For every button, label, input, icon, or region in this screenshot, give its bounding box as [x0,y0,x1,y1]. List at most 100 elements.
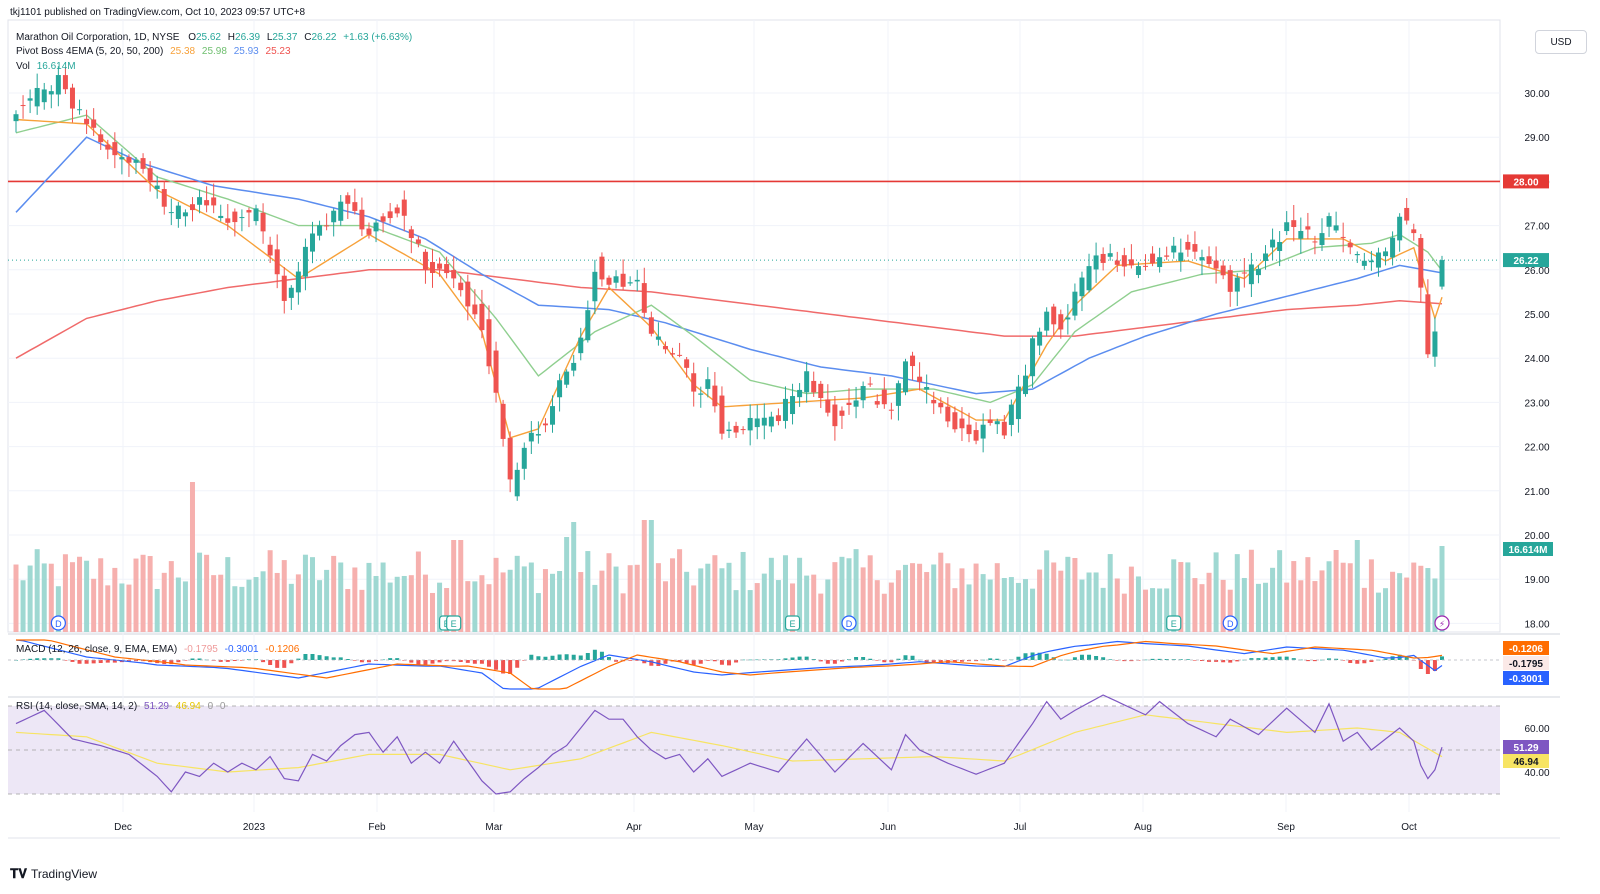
candle [507,431,513,493]
volume-bar [874,580,880,632]
macd-histogram-bar [239,660,244,661]
event-marker[interactable]: D [50,615,66,631]
candle [140,153,146,174]
currency-button[interactable]: USD [1535,30,1587,54]
volume-bar [719,568,725,632]
macd-histogram-bar [437,660,442,663]
macd-histogram-bar [578,655,583,660]
candle [895,380,901,421]
macd-histogram-bar [1185,659,1190,660]
volume-bar [1248,549,1254,632]
candle [20,95,26,119]
candle [1263,245,1269,270]
volume-bar [818,593,824,632]
candle [620,259,626,290]
macd-histogram-bar [910,655,915,660]
volume-bar [105,585,111,632]
macd-line-value: -0.3001 [224,644,259,655]
candle [1150,246,1156,267]
candle [458,276,464,297]
event-marker[interactable]: E [1166,615,1182,631]
volume-bar [1347,563,1353,632]
volume-bar [451,540,457,632]
volume-bar [1255,583,1261,632]
time-tick-label: Feb [368,822,386,833]
symbol-legend: Marathon Oil Corporation, 1D, NYSE O25.6… [16,32,412,44]
candle [754,404,760,440]
macd-histogram-bar [268,660,273,665]
candle [1143,254,1149,271]
candle [246,207,252,228]
volume-bar [1171,559,1177,632]
macd-histogram-bar [42,658,47,660]
candle [1255,265,1261,284]
candle [578,327,584,361]
symbol-name[interactable]: Marathon Oil Corporation, 1D, NYSE [16,32,180,43]
macd-histogram-bar [515,660,520,668]
svg-text:16.614M: 16.614M [1509,545,1548,556]
macd-histogram-bar [677,660,682,662]
candle [1361,252,1367,270]
macd-histogram-bar [1235,660,1240,662]
candle [211,183,217,214]
candle [154,175,160,199]
candle [1284,211,1290,236]
macd-histogram-bar [1143,659,1148,661]
event-marker[interactable]: ⚡ [1434,615,1450,631]
volume-bar [359,589,365,632]
macd-histogram-bar [303,654,308,660]
volume-bar [1185,562,1191,632]
macd-histogram-bar [28,658,33,660]
ema50-value: 25.93 [233,46,259,57]
volume-bar [1390,571,1396,632]
macd-histogram-bar [1362,660,1367,664]
volume-bar [782,555,788,632]
resistance-badge: 28.00 [1503,174,1549,189]
candle [521,442,527,480]
candle [535,421,541,444]
event-marker[interactable]: D [1222,615,1238,631]
macd-histogram-bar [868,658,873,660]
rsi-legend-title[interactable]: RSI (14, close, SMA, 14, 2) [16,701,138,712]
volume-bar [514,555,520,632]
volume-bar [550,573,556,632]
macd-histogram-bar [1065,659,1070,661]
macd-histogram-bar [423,660,428,665]
event-marker[interactable]: E [446,615,462,631]
macd-signal-line [16,639,1443,690]
volume-bar [1008,577,1014,632]
event-marker[interactable]: E [784,615,801,631]
svg-text:51.29: 51.29 [1513,743,1538,754]
volume-bar [754,583,760,632]
candle [726,421,732,438]
ema-legend-title[interactable]: Pivot Boss 4EMA (5, 20, 50, 200) [16,46,164,57]
candle [740,426,746,435]
volume-bar [1284,582,1290,632]
vol-legend-title[interactable]: Vol [16,61,30,72]
macd-histogram-bar [606,657,611,660]
macd-histogram-bar [416,660,421,665]
tradingview-brand[interactable]: 𝐓𝐕 TradingView [10,866,97,882]
volume-bar [613,566,619,632]
volume-bar [168,561,174,632]
candle [331,208,337,237]
event-marker[interactable]: D [841,615,857,631]
candle [41,82,47,110]
candle [380,213,386,233]
event-marker-label: E [1171,619,1177,629]
volume-bar [1305,557,1311,632]
macd-legend: MACD (12, 26, close, 9, EMA, EMA) -0.179… [16,644,299,656]
candle [712,372,718,413]
macd-legend-title[interactable]: MACD (12, 26, close, 9, EMA, EMA) [16,644,178,655]
volume-bar [197,552,203,632]
macd-histogram-bar [1291,658,1296,660]
macd-line [15,639,1443,690]
candle [260,203,266,244]
volume-bar [606,553,612,632]
volume-bar [55,586,61,632]
macd-histogram-bar [289,660,294,664]
candle [451,256,457,289]
macd-histogram-bar [338,657,343,660]
low-value: 25.37 [272,32,298,43]
